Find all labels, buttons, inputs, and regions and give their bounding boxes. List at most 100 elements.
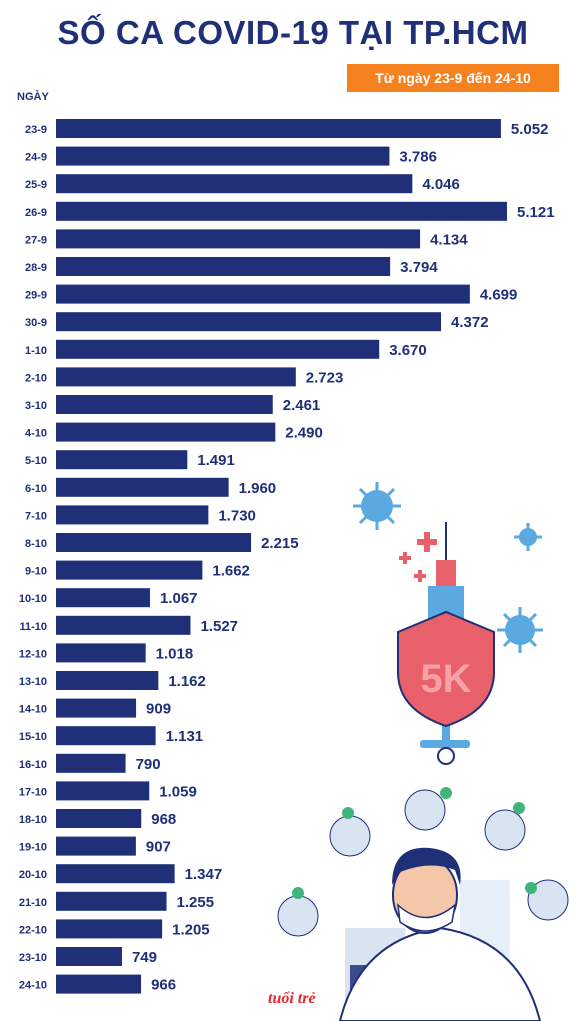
bar: [56, 477, 229, 497]
category-label: 20-10: [19, 869, 47, 881]
bar: [56, 229, 421, 249]
value-label: 3.786: [399, 149, 437, 166]
value-label: 4.046: [422, 176, 460, 193]
value-label: 5.052: [511, 121, 549, 138]
value-label: 1.960: [239, 480, 277, 497]
category-label: 5-10: [25, 455, 47, 467]
bar: [56, 588, 150, 608]
category-label: 23-10: [19, 952, 47, 964]
bar: [56, 146, 390, 166]
bar: [56, 947, 122, 966]
category-label: 3-10: [25, 400, 47, 412]
value-label: 1.205: [172, 921, 210, 938]
category-label: 2-10: [25, 372, 47, 384]
bar: [56, 395, 273, 414]
bar: [56, 505, 209, 525]
category-label: 25-9: [25, 179, 47, 191]
brand-logo: tuổi trẻ: [268, 990, 316, 1007]
value-label: 2.723: [306, 369, 344, 386]
check-icon: [292, 787, 537, 899]
value-label: 1.491: [197, 452, 235, 469]
category-label: 11-10: [19, 621, 47, 633]
category-label: 23-9: [25, 124, 47, 136]
avatar-icons: [277, 789, 569, 937]
category-label: 8-10: [25, 538, 47, 550]
value-label: 4.134: [430, 231, 468, 248]
bar: [56, 781, 150, 801]
category-label: 10-10: [19, 593, 47, 605]
bar: [56, 809, 142, 828]
value-label: 5.121: [517, 204, 555, 221]
value-label: 749: [132, 949, 157, 966]
category-label: 24-10: [19, 980, 47, 992]
plus-icon: [399, 532, 437, 582]
value-label: 1.730: [218, 507, 256, 524]
value-label: 1.059: [159, 783, 197, 800]
shield-label: 5K: [420, 657, 471, 701]
value-label: 1.527: [200, 618, 238, 635]
value-label: 4.699: [480, 287, 518, 304]
bar: [56, 201, 507, 221]
bar: [56, 698, 137, 718]
shield-icon: 5K: [397, 610, 495, 728]
value-label: 3.794: [400, 259, 438, 276]
bar: [56, 119, 501, 138]
category-label: 9-10: [25, 566, 47, 578]
category-label: 26-9: [25, 207, 47, 219]
date-range-badge: Từ ngày 23-9 đến 24-10: [347, 64, 559, 92]
value-label: 966: [151, 977, 176, 994]
y-axis-label: NGÀY: [17, 91, 49, 103]
value-label: 4.372: [451, 314, 489, 331]
bar: [56, 753, 126, 773]
category-label: 17-10: [19, 786, 47, 798]
bar: [56, 533, 252, 552]
value-label: 790: [136, 756, 161, 773]
category-label: 15-10: [19, 731, 47, 743]
category-label: 4-10: [25, 428, 47, 440]
category-label: 27-9: [25, 234, 47, 246]
category-label: 16-10: [19, 759, 47, 771]
bar: [56, 422, 276, 442]
value-label: 3.670: [389, 342, 427, 359]
bar: [56, 919, 163, 939]
value-label: 2.461: [283, 397, 321, 414]
category-label: 28-9: [25, 262, 47, 274]
value-label: 1.162: [168, 673, 206, 690]
value-label: 1.347: [185, 866, 223, 883]
value-label: 1.255: [177, 894, 215, 911]
bar: [56, 312, 442, 332]
bar: [56, 643, 146, 663]
category-label: 24-9: [25, 152, 47, 164]
value-label: 1.662: [212, 563, 250, 580]
category-label: 1-10: [25, 345, 47, 357]
bar: [56, 339, 380, 359]
category-label: 22-10: [19, 924, 47, 936]
value-label: 1.067: [160, 590, 198, 607]
bar: [56, 671, 159, 690]
bar: [56, 615, 191, 635]
bar: [56, 257, 391, 276]
category-label: 12-10: [19, 648, 47, 660]
category-label: 14-10: [19, 704, 47, 716]
bar: [56, 560, 203, 580]
bar: [56, 974, 142, 994]
bar: [56, 284, 470, 304]
bar: [56, 174, 413, 194]
value-label: 1.018: [156, 645, 194, 662]
bar: [56, 836, 136, 856]
value-label: 907: [146, 839, 171, 856]
value-label: 968: [151, 811, 176, 828]
value-label: 1.131: [166, 728, 204, 745]
category-label: 21-10: [19, 897, 47, 909]
category-label: 29-9: [25, 290, 47, 302]
chart-title: SỐ CA COVID-19 TẠI TP.HCM: [57, 14, 529, 51]
category-label: 6-10: [25, 483, 47, 495]
bar: [56, 891, 167, 911]
value-label: 909: [146, 701, 171, 718]
value-label: 2.215: [261, 535, 299, 552]
category-label: 19-10: [19, 842, 47, 854]
virus-spikes-icon: [353, 482, 543, 653]
bar: [56, 726, 156, 746]
